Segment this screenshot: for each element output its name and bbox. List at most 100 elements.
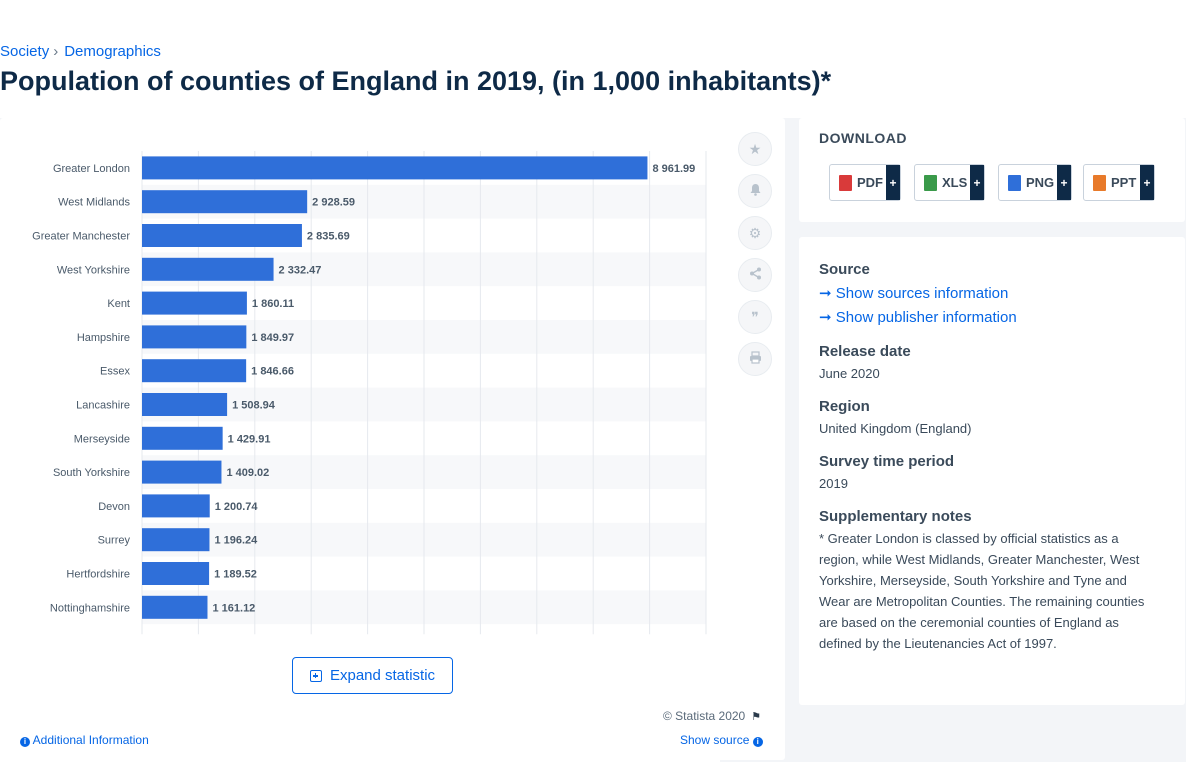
bar <box>142 562 210 585</box>
bar <box>142 393 228 416</box>
breadcrumb-demographics[interactable]: Demographics <box>64 43 161 60</box>
release-date-label: Release date <box>819 343 911 360</box>
category-label: Surrey <box>98 535 131 547</box>
category-label: Hampshire <box>77 332 130 344</box>
flag-icon[interactable]: ⚑ <box>751 711 762 723</box>
bar <box>142 156 648 180</box>
plus-icon: + <box>1140 165 1154 200</box>
bar <box>142 528 210 552</box>
cite-button[interactable]: ❞ <box>738 300 772 334</box>
download-card: DOWNLOAD PDF + XLS + PNG + PPT + <box>799 118 1185 222</box>
show-source-label: Show source <box>680 733 750 747</box>
arrow-right-icon: ➞ <box>819 309 836 326</box>
survey-period-label: Survey time period <box>819 453 955 470</box>
print-icon <box>749 351 762 367</box>
page-title: Population of counties of England in 201… <box>0 66 832 96</box>
data-label: 2 332.47 <box>279 264 322 276</box>
bar <box>142 257 274 281</box>
data-label: 1 200.74 <box>215 501 259 513</box>
bar <box>142 190 308 214</box>
download-pdf-button[interactable]: PDF + <box>829 164 901 201</box>
pdf-label: PDF <box>857 175 883 190</box>
chart-fade <box>0 698 720 762</box>
category-label: Merseyside <box>74 433 130 445</box>
png-label: PNG <box>1026 175 1055 190</box>
data-label: 1 189.52 <box>214 569 257 581</box>
data-label: 2 928.59 <box>312 197 355 209</box>
bar-chart: Greater London 8 961.99 West Midlands 2 928… <box>32 151 707 635</box>
data-label: 1 846.66 <box>251 366 294 378</box>
bell-icon <box>749 183 762 199</box>
category-label: West Midlands <box>58 197 130 209</box>
top-bar <box>0 0 1186 118</box>
data-label: 1 161.12 <box>212 602 255 614</box>
copyright-text: © Statista 2020 <box>663 709 746 723</box>
data-label: 8 961.99 <box>652 163 695 175</box>
download-title: DOWNLOAD <box>819 130 907 146</box>
data-label: 1 429.91 <box>228 433 271 445</box>
quote-icon: ❞ <box>751 308 759 325</box>
category-label: Kent <box>107 298 130 310</box>
category-label: West Yorkshire <box>57 264 130 276</box>
show-source-link[interactable]: Show source i <box>680 733 763 747</box>
notification-button[interactable] <box>738 174 772 208</box>
bar <box>142 426 223 450</box>
show-sources-label: Show sources information <box>835 285 1009 302</box>
info-icon: i <box>752 737 763 747</box>
supplementary-notes-label: Supplementary notes <box>819 508 972 525</box>
survey-period-value: 2019 <box>819 476 848 491</box>
category-label: Greater Manchester <box>32 231 130 243</box>
expand-icon <box>309 669 322 682</box>
expand-label: Expand statistic <box>329 667 436 684</box>
star-icon: ★ <box>748 140 762 157</box>
statistic-info-card: Source ➞ Show sources information ➞ Show… <box>799 237 1185 705</box>
data-label: 1 196.24 <box>214 535 258 547</box>
pdf-file-icon <box>839 174 852 191</box>
ppt-file-icon <box>1093 174 1106 191</box>
download-xls-button[interactable]: XLS + <box>914 164 985 201</box>
gear-icon: ⚙ <box>748 224 762 241</box>
source-label: Source <box>819 261 870 278</box>
category-label: Nottinghamshire <box>50 602 130 614</box>
supplementary-notes-text: * Greater London is classed by official … <box>819 531 1145 651</box>
plus-icon: + <box>886 165 900 200</box>
expand-statistic-button[interactable]: Expand statistic <box>292 657 453 694</box>
additional-information-label: Additional Information <box>32 733 149 747</box>
data-label: 1 849.97 <box>251 332 294 344</box>
category-label: Lancashire <box>76 400 130 412</box>
share-button[interactable] <box>738 258 772 292</box>
show-sources-link[interactable]: ➞ Show sources information <box>819 284 1008 302</box>
bar <box>142 359 247 383</box>
data-label: 1 508.94 <box>232 400 276 412</box>
breadcrumb-society[interactable]: Society <box>0 43 50 60</box>
download-ppt-button[interactable]: PPT + <box>1083 164 1155 201</box>
bar <box>142 494 210 518</box>
download-png-button[interactable]: PNG + <box>998 164 1072 201</box>
chart-toolbar: ★ ⚙ ❞ <box>738 132 772 384</box>
chart-card: Greater London 8 961.99 West Midlands 2 928… <box>0 118 785 762</box>
settings-button[interactable]: ⚙ <box>738 216 772 250</box>
print-button[interactable] <box>738 342 772 376</box>
breadcrumb: Society › Demographics <box>0 43 161 60</box>
info-icon: i <box>20 737 30 747</box>
release-date-value: June 2020 <box>819 366 880 381</box>
category-label: Hertfordshire <box>66 569 130 581</box>
bar <box>142 325 247 349</box>
show-publisher-link[interactable]: ➞ Show publisher information <box>819 308 1017 326</box>
xls-label: XLS <box>942 175 968 190</box>
bar <box>142 224 302 247</box>
xls-file-icon <box>924 174 937 191</box>
data-label: 2 835.69 <box>307 231 350 243</box>
share-icon <box>749 267 762 283</box>
plus-icon: + <box>970 165 984 200</box>
bar <box>142 291 247 315</box>
copyright: © Statista 2020 ⚑ <box>663 709 761 723</box>
show-publisher-label: Show publisher information <box>835 309 1017 326</box>
png-file-icon <box>1008 174 1021 191</box>
bar <box>142 460 222 484</box>
plus-icon: + <box>1057 165 1071 200</box>
category-label: Greater London <box>53 163 130 175</box>
favorite-button[interactable]: ★ <box>738 132 772 166</box>
additional-information-link[interactable]: i Additional Information <box>20 733 149 747</box>
arrow-right-icon: ➞ <box>819 285 836 302</box>
